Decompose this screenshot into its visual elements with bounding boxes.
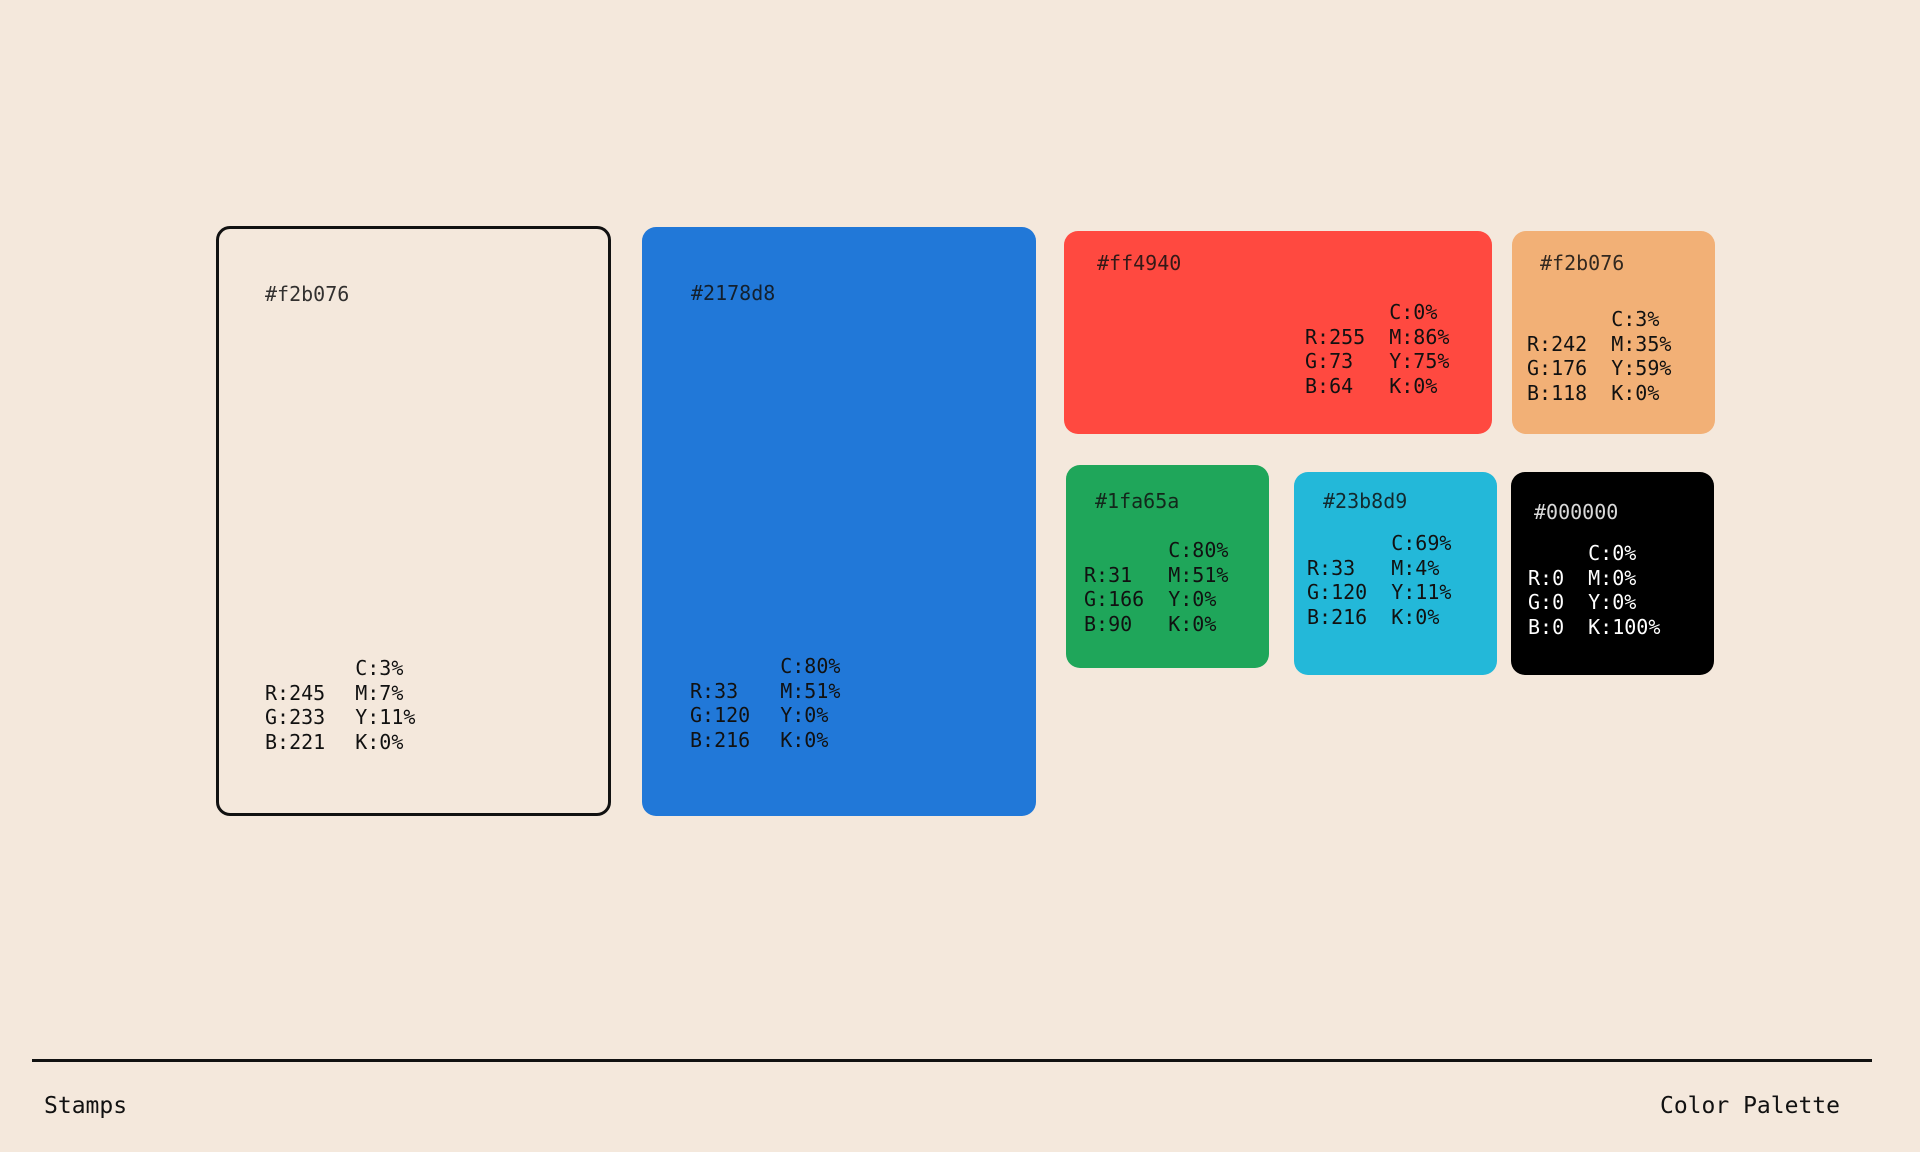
cmyk-y: Y:0% [780, 703, 829, 727]
cmyk-c: C:3% [355, 656, 404, 680]
swatch-values: R:33 G:120 B:216 C:69% M:4% Y:11% K:0% [1307, 531, 1451, 629]
rgb-g: G:120 [1307, 580, 1368, 604]
swatch-card-4: #f2b076 R:242 G:176 B:118 C:3% M:35% Y:5… [1512, 231, 1715, 434]
rgb-g: G:73 [1305, 349, 1354, 373]
swatch-hex-label: #000000 [1534, 500, 1619, 524]
rgb-values: R:242 G:176 B:118 [1527, 332, 1587, 406]
swatch-card-5: #1fa65a R:31 G:166 B:90 C:80% M:51% Y:0%… [1066, 465, 1269, 668]
cmyk-c: C:80% [780, 654, 841, 678]
footer-divider [32, 1059, 1872, 1062]
cmyk-y: Y:11% [355, 705, 416, 729]
cmyk-m: M:35% [1611, 331, 1672, 356]
swatch-hex-label: #f2b076 [1540, 251, 1625, 275]
rgb-g: G:233 [265, 705, 326, 729]
cmyk-k: K:0% [1389, 373, 1438, 398]
cmyk-c: C:3% [1611, 307, 1660, 331]
rgb-b: B:216 [1307, 604, 1368, 629]
cmyk-m: M:51% [1168, 562, 1229, 587]
cmyk-y: Y:59% [1611, 356, 1672, 380]
cmyk-y: Y:0% [1588, 590, 1637, 614]
rgb-g: G:0 [1528, 590, 1565, 614]
swatch-hex-label: #ff4940 [1097, 251, 1182, 275]
cmyk-values: C:0% M:0% Y:0% K:100% [1588, 541, 1660, 639]
swatch-values: R:33 G:120 B:216 C:80% M:51% Y:0% K:0% [690, 654, 840, 752]
rgb-values: R:33 G:120 B:216 [1307, 556, 1367, 630]
cmyk-values: C:69% M:4% Y:11% K:0% [1391, 531, 1451, 629]
cmyk-m: M:0% [1588, 565, 1637, 590]
rgb-g: G:120 [690, 703, 751, 727]
swatch-card-6: #23b8d9 R:33 G:120 B:216 C:69% M:4% Y:11… [1294, 472, 1497, 675]
swatch-card-1: #f2b076 R:245 G:233 B:221 C:3% M:7% Y:11… [216, 226, 611, 816]
rgb-values: R:31 G:166 B:90 [1084, 563, 1144, 637]
cmyk-m: M:86% [1389, 324, 1450, 349]
swatch-values: R:31 G:166 B:90 C:80% M:51% Y:0% K:0% [1084, 538, 1228, 636]
swatch-hex-label: #f2b076 [265, 282, 350, 306]
rgb-r: R:33 [1307, 555, 1356, 580]
cmyk-y: Y:75% [1389, 349, 1450, 373]
rgb-b: B:118 [1527, 380, 1588, 405]
cmyk-c: C:0% [1588, 541, 1637, 565]
rgb-g: G:166 [1084, 587, 1145, 611]
rgb-r: R:242 [1527, 331, 1588, 356]
cmyk-values: C:0% M:86% Y:75% K:0% [1389, 300, 1449, 398]
rgb-b: B:221 [265, 729, 326, 754]
cmyk-m: M:7% [355, 680, 404, 705]
cmyk-values: C:3% M:7% Y:11% K:0% [355, 656, 415, 754]
rgb-values: R:245 G:233 B:221 [265, 681, 325, 755]
cmyk-y: Y:0% [1168, 587, 1217, 611]
cmyk-k: K:100% [1588, 614, 1661, 639]
swatch-values: R:245 G:233 B:221 C:3% M:7% Y:11% K:0% [265, 656, 415, 754]
swatch-card-2: #2178d8 R:33 G:120 B:216 C:80% M:51% Y:0… [642, 227, 1036, 816]
rgb-r: R:0 [1528, 565, 1565, 590]
swatch-hex-label: #2178d8 [691, 281, 776, 305]
rgb-b: B:90 [1084, 611, 1133, 636]
swatch-values: R:0 G:0 B:0 C:0% M:0% Y:0% K:100% [1528, 541, 1660, 639]
rgb-b: B:0 [1528, 614, 1565, 639]
cmyk-m: M:4% [1391, 555, 1440, 580]
cmyk-m: M:51% [780, 678, 841, 703]
cmyk-c: C:0% [1389, 300, 1438, 324]
cmyk-values: C:3% M:35% Y:59% K:0% [1611, 307, 1671, 405]
swatch-values: R:255 G:73 B:64 C:0% M:86% Y:75% K:0% [1305, 300, 1449, 398]
cmyk-c: C:80% [1168, 538, 1229, 562]
rgb-r: R:255 [1305, 324, 1366, 349]
swatch-hex-label: #23b8d9 [1323, 489, 1408, 513]
swatch-hex-label: #1fa65a [1095, 489, 1180, 513]
rgb-r: R:33 [690, 678, 739, 703]
rgb-values: R:33 G:120 B:216 [690, 679, 750, 753]
rgb-r: R:31 [1084, 562, 1133, 587]
cmyk-k: K:0% [1611, 380, 1660, 405]
cmyk-k: K:0% [355, 729, 404, 754]
cmyk-k: K:0% [1391, 604, 1440, 629]
rgb-g: G:176 [1527, 356, 1588, 380]
rgb-b: B:216 [690, 727, 751, 752]
cmyk-y: Y:11% [1391, 580, 1452, 604]
swatch-card-3: #ff4940 R:255 G:73 B:64 C:0% M:86% Y:75%… [1064, 231, 1492, 434]
cmyk-c: C:69% [1391, 531, 1452, 555]
rgb-r: R:245 [265, 680, 326, 705]
cmyk-values: C:80% M:51% Y:0% K:0% [1168, 538, 1228, 636]
rgb-values: R:255 G:73 B:64 [1305, 325, 1365, 399]
footer-left-label: Stamps [44, 1093, 128, 1119]
swatch-card-7: #000000 R:0 G:0 B:0 C:0% M:0% Y:0% K:100… [1511, 472, 1714, 675]
cmyk-k: K:0% [1168, 611, 1217, 636]
swatch-values: R:242 G:176 B:118 C:3% M:35% Y:59% K:0% [1527, 307, 1671, 405]
rgb-b: B:64 [1305, 373, 1354, 398]
rgb-values: R:0 G:0 B:0 [1528, 566, 1564, 640]
cmyk-values: C:80% M:51% Y:0% K:0% [780, 654, 840, 752]
footer-right-label: Color Palette [1659, 1093, 1840, 1119]
cmyk-k: K:0% [780, 727, 829, 752]
